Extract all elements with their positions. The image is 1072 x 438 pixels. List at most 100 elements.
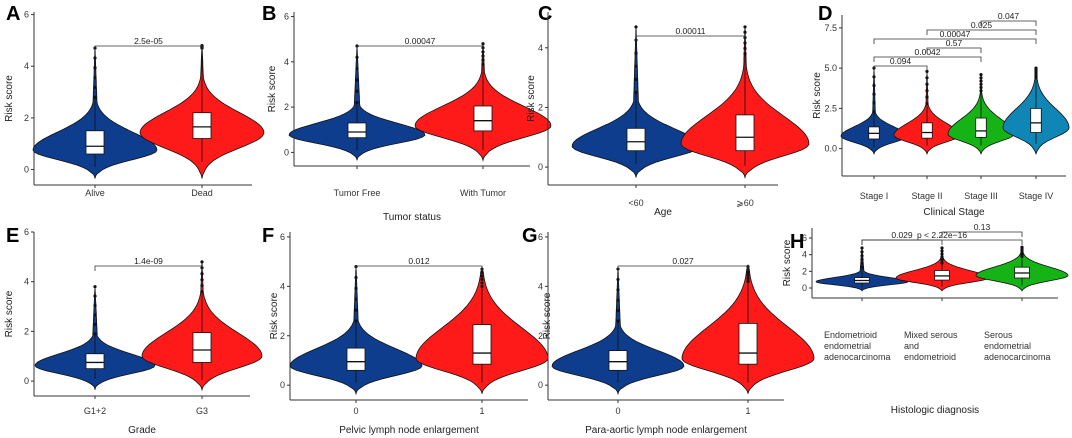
outlier-point <box>355 78 359 82</box>
outlier-point <box>93 56 97 60</box>
outlier-point <box>481 50 485 54</box>
outlier-point <box>979 89 983 93</box>
panel-letter: B <box>262 3 276 25</box>
x-tick-label: Stage IV <box>1019 191 1054 201</box>
comparison-bracket <box>356 45 484 51</box>
outlier-point <box>616 277 620 282</box>
outlier-point <box>354 275 358 280</box>
outlier-point <box>93 75 97 80</box>
x-tick-label: ⩾60 <box>736 198 754 208</box>
x-tick-label: Stage II <box>911 191 942 201</box>
y-tick-label: 0 <box>802 283 807 293</box>
outlier-point <box>1020 245 1024 249</box>
y-tick-label: 5.0 <box>824 63 837 73</box>
outlier-point <box>743 25 747 29</box>
p-value-label: 0.094 <box>890 56 912 66</box>
x-tick-label: Endometrioid endometrial adenocarcinoma <box>824 330 891 362</box>
y-tick-label: 0 <box>24 376 29 386</box>
x-tick-label: 1 <box>745 406 750 416</box>
outlier-point <box>481 54 485 58</box>
x-tick-label: 0 <box>615 406 620 416</box>
y-tick-label: 4 <box>538 281 543 291</box>
outlier-point <box>634 51 638 55</box>
outlier-point <box>93 294 97 298</box>
y-tick-label: 0.0 <box>824 144 837 154</box>
y-tick-label: 2 <box>284 102 289 112</box>
y-tick-label: 7.5 <box>824 23 837 33</box>
panel-letter: F <box>262 225 274 247</box>
y-tick-label: 2.5 <box>824 103 837 113</box>
p-value-label: 0.00047 <box>405 36 436 46</box>
outlier-point <box>93 85 97 89</box>
p-value-label: 0.00047 <box>940 29 971 39</box>
x-tick-label: 1 <box>479 406 484 416</box>
x-tick-label: Stage I <box>860 191 889 201</box>
y-axis-label: Risk score <box>4 290 15 337</box>
outlier-point <box>481 42 485 46</box>
outlier-point <box>634 77 638 82</box>
p-value-label: 0.029 <box>891 230 913 240</box>
outlier-point <box>480 277 484 282</box>
box <box>735 114 755 152</box>
panel-b: B 0 2 4 6 Risk score Tumor Free With Tumor Tumor… <box>262 3 552 223</box>
outlier-point <box>480 281 484 285</box>
outlier-point <box>925 95 929 99</box>
outlier-point <box>860 265 864 269</box>
x-tick-label: 0 <box>353 406 358 416</box>
comparison-bracket <box>635 35 746 41</box>
outlier-point <box>355 89 359 93</box>
box <box>608 350 628 371</box>
box <box>626 127 646 152</box>
outlier-point <box>979 76 983 80</box>
outlier-point <box>925 69 929 73</box>
outlier-point <box>860 246 864 250</box>
comparison-bracket <box>980 20 1037 26</box>
outlier-point <box>200 272 204 276</box>
y-tick-label: 4 <box>24 277 29 287</box>
comparison-bracket <box>861 239 1023 245</box>
x-tick-label: Mixed serous and endometrioid <box>904 330 958 362</box>
comparison-bracket <box>873 56 982 62</box>
p-value-label: 2.5e-05 <box>134 36 163 46</box>
p-value-label: 0.0042 <box>915 47 941 57</box>
outlier-point <box>743 30 747 34</box>
outlier-point <box>940 258 944 262</box>
p-value-label: 0.57 <box>946 38 963 48</box>
y-tick-label: 0 <box>280 380 285 390</box>
comparison-bracket <box>94 45 203 51</box>
p-value-label: 0.00011 <box>675 26 705 36</box>
outlier-point <box>940 252 944 256</box>
outlier-point <box>746 276 750 281</box>
y-axis-label: Risk score <box>542 292 553 339</box>
comparison-bracket <box>94 265 203 271</box>
outlier-point <box>200 278 204 282</box>
outlier-point <box>872 75 876 79</box>
outlier-point <box>200 284 204 288</box>
outlier-point <box>872 83 876 88</box>
y-tick-label: 4 <box>24 61 29 71</box>
panel-g: G 0 2 4 6 Risk score 0 1 Para-aortic lymph node … <box>522 225 815 436</box>
box <box>472 324 492 365</box>
comparison-bracket <box>861 239 943 245</box>
panel-d: D 0.0 2.5 5.0 7.5 Risk score Stage I Stage II St… <box>812 3 1070 218</box>
outlier-point <box>481 62 485 66</box>
outlier-point <box>355 55 359 59</box>
y-axis-label: Risk score <box>812 72 823 119</box>
y-tick-label: 6 <box>24 10 29 20</box>
outlier-point <box>634 64 638 68</box>
outlier-point <box>200 290 204 294</box>
comparison-bracket <box>873 65 928 71</box>
outlier-point <box>925 82 929 86</box>
panel-letter: C <box>538 3 552 25</box>
x-tick-label: Dead <box>191 188 213 198</box>
comparison-bracket <box>926 29 1037 35</box>
outlier-point <box>616 298 620 302</box>
outlier-point <box>860 257 864 262</box>
outlier-point <box>634 90 638 95</box>
outlier-point <box>746 270 750 275</box>
outlier-point <box>616 319 620 323</box>
p-value-label: 0.025 <box>971 20 993 30</box>
y-axis-label: Risk score <box>782 239 793 286</box>
outlier-point <box>746 279 750 284</box>
